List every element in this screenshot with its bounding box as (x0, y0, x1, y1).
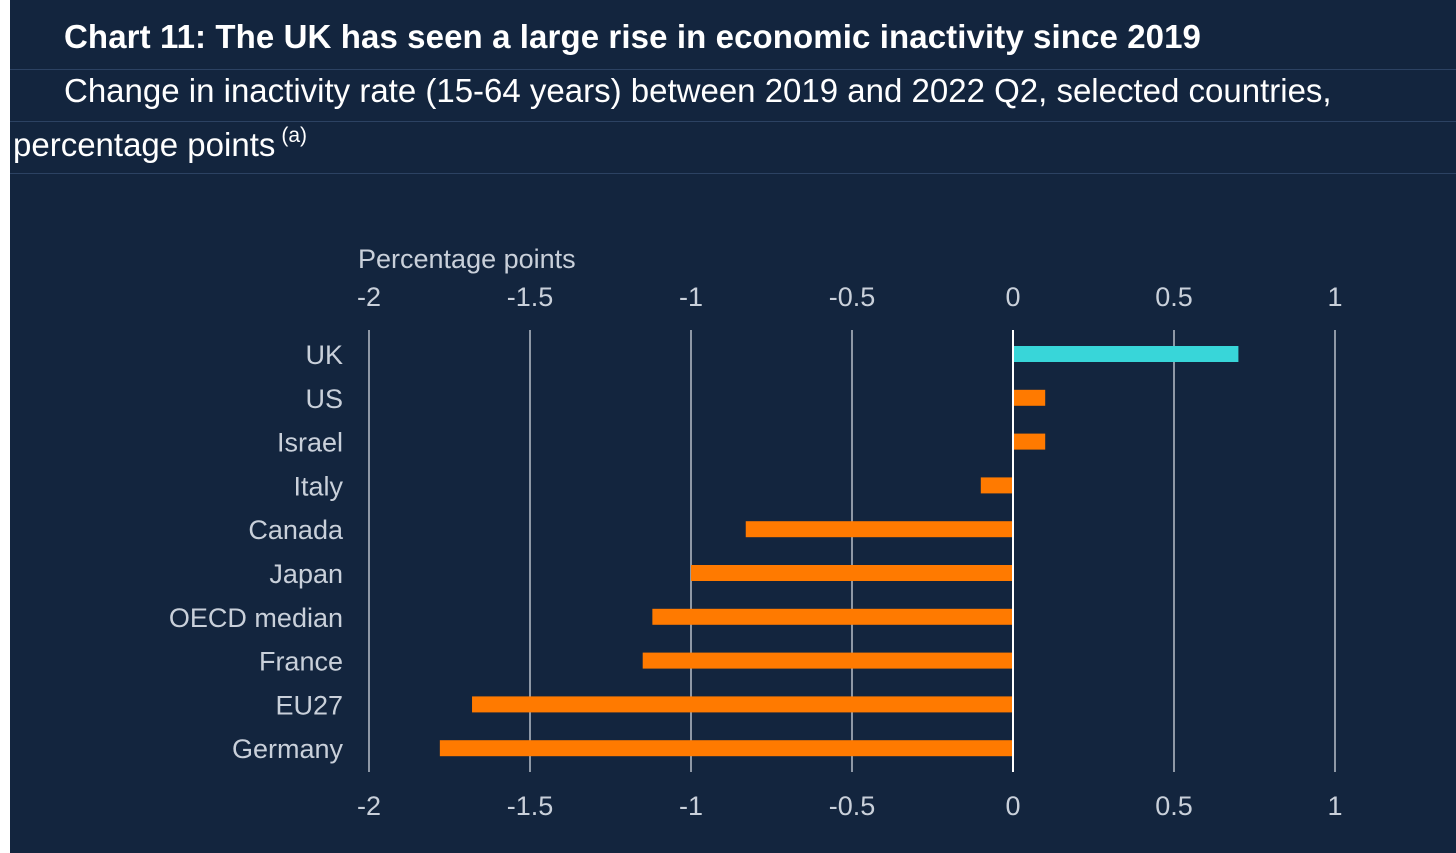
category-label: Japan (269, 559, 343, 589)
bar-israel (1013, 433, 1046, 450)
bars (439, 346, 1239, 757)
category-label: UK (305, 340, 343, 370)
x-tick-label-bottom: -2 (357, 791, 381, 821)
category-label: France (259, 647, 343, 677)
x-tick-label-bottom: -1 (679, 791, 703, 821)
bar-italy (980, 477, 1013, 494)
header-divider-top (10, 69, 1456, 70)
chart-panel: Chart 11: The UK has seen a large rise i… (10, 0, 1456, 853)
x-tick-label-top: -2 (357, 282, 381, 312)
bar-germany (439, 740, 1014, 757)
x-tick-label-bottom: 0 (1005, 791, 1020, 821)
category-label: EU27 (275, 690, 343, 720)
category-label: Israel (277, 428, 343, 458)
x-tick-label-bottom: 0.5 (1155, 791, 1193, 821)
bar-oecd-median (652, 608, 1013, 625)
header-divider-bottom (10, 173, 1456, 174)
header-divider-middle (10, 121, 1456, 122)
x-axis-top-ticks: -2 -1.5 -1 -0.5 0 0.5 1 (357, 282, 1343, 312)
bar-japan (691, 565, 1013, 581)
x-axis-title: Percentage points (358, 244, 576, 274)
chart-subtitle-units: percentage points (13, 126, 276, 163)
x-tick-label-top: 0.5 (1155, 282, 1193, 312)
x-tick-label-top: 0 (1005, 282, 1020, 312)
x-axis-bottom-ticks: -2 -1.5 -1 -0.5 0 0.5 1 (357, 791, 1343, 821)
bar-canada (745, 521, 1013, 538)
bar-uk (1013, 346, 1239, 362)
x-tick-label-top: 1 (1327, 282, 1342, 312)
footnote-marker: (a) (281, 124, 308, 147)
x-tick-label-bottom: 1 (1327, 791, 1342, 821)
category-labels: UK US Israel Italy Canada Japan OECD median Fra… (169, 340, 344, 764)
chart-title: Chart 11: The UK has seen a large rise i… (64, 18, 1202, 55)
category-label: Germany (232, 734, 344, 764)
chart-subtitle: Change in inactivity rate (15-64 years) … (64, 72, 1332, 109)
bar-eu27 (472, 696, 1013, 713)
x-tick-label-top: -1.5 (507, 282, 554, 312)
bar-us (1013, 389, 1046, 406)
x-tick-label-top: -1 (679, 282, 703, 312)
category-label: Canada (248, 515, 344, 545)
x-tick-label-bottom: -0.5 (829, 791, 876, 821)
category-label: US (305, 384, 343, 414)
category-label: OECD median (169, 603, 343, 633)
x-tick-label-bottom: -1.5 (507, 791, 554, 821)
x-tick-label-top: -0.5 (829, 282, 876, 312)
category-label: Italy (293, 471, 343, 501)
bar-chart: Percentage points -2 -1.5 -1 -0.5 0 0.5 1 -2 -1… (169, 244, 1343, 821)
chart-subtitle-continued: percentage points (a) (13, 124, 307, 164)
bar-france (642, 652, 1013, 669)
